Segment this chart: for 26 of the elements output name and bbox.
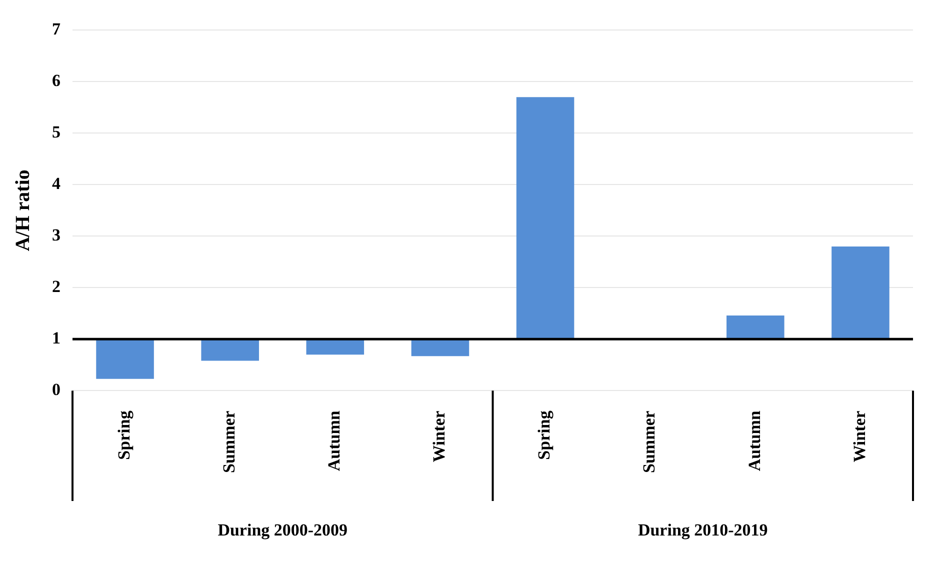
x-tick-label: Summer	[219, 410, 238, 474]
y-tick-label: 6	[52, 71, 60, 90]
bar	[411, 339, 470, 356]
y-tick-label: 0	[52, 380, 60, 400]
y-tick-label: 2	[52, 277, 60, 296]
y-tick-label: 4	[52, 174, 61, 194]
y-tick-label: 3	[52, 226, 60, 245]
x-tick-label: Spring	[114, 410, 134, 460]
text: During 2000-2009	[218, 520, 348, 540]
bar	[306, 339, 364, 355]
x-tick-label: Winter	[430, 410, 449, 462]
x-tick-label: Winter	[850, 410, 869, 462]
x-tick-label: Spring	[534, 410, 554, 460]
x-tick-label: Autumn	[324, 410, 344, 472]
y-tick-label: 1	[52, 328, 60, 348]
y-tick-label: 5	[52, 122, 60, 142]
bar	[726, 315, 784, 340]
x-tick-label: Summer	[640, 410, 659, 474]
y-tick-label: 7	[52, 20, 61, 39]
x-tick-label: Autumn	[744, 410, 764, 472]
bar	[96, 339, 154, 379]
text: During 2010-2019	[638, 520, 768, 540]
y-axis-title: A/H ratio	[12, 170, 34, 252]
bar	[832, 246, 890, 340]
bar	[201, 339, 259, 361]
bar	[516, 97, 574, 340]
